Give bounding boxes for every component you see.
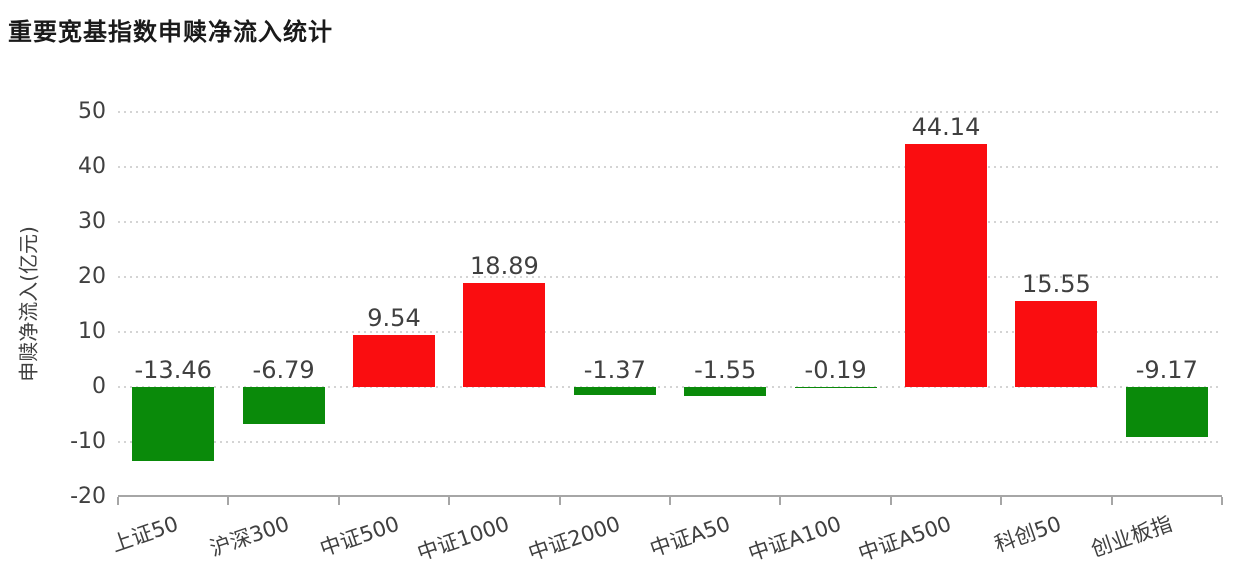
bar (1125, 387, 1208, 438)
x-category-label-text: 中证500 (316, 511, 403, 562)
bar (353, 334, 435, 387)
x-category-label: 上证50 (108, 507, 182, 557)
bar (684, 387, 767, 396)
x-axis-tick (779, 497, 782, 505)
value-label: 18.89 (470, 252, 539, 281)
x-category-label: 创业板指 (1087, 507, 1175, 562)
x-axis-tick (337, 497, 340, 505)
x-category-label: 沪深300 (206, 507, 291, 561)
y-tick-label: -20 (70, 484, 106, 509)
y-tick-label: -10 (70, 429, 106, 454)
x-category-label-text: 上证50 (108, 511, 182, 557)
x-category-label-text: 中证1000 (414, 511, 513, 564)
x-category-label: 中证A50 (646, 507, 733, 562)
gridline (118, 386, 1222, 388)
bar (463, 283, 546, 387)
x-category-label: 中证A500 (854, 507, 954, 564)
x-axis-tick (227, 497, 230, 505)
value-label: 15.55 (1022, 270, 1091, 299)
value-label: -9.17 (1135, 356, 1198, 384)
x-axis-tick (117, 497, 119, 505)
value-label: -13.46 (134, 356, 212, 384)
x-axis-tick (669, 497, 671, 505)
x-category-label: 中证A100 (743, 507, 844, 564)
x-axis-tick (1110, 497, 1113, 505)
bar (905, 144, 987, 387)
value-label: 44.14 (911, 113, 981, 142)
x-category-label-text: 沪深300 (206, 511, 292, 562)
x-category-label: 中证2000 (523, 507, 623, 564)
x-category-label-text: 中证A500 (855, 511, 955, 564)
bar (132, 387, 215, 462)
x-category-label: 科创50 (992, 507, 1065, 557)
gridline (118, 221, 1222, 223)
y-tick-label: 0 (92, 374, 106, 399)
x-axis-line (118, 495, 1222, 497)
gridline (118, 441, 1222, 443)
y-tick-label: 30 (78, 209, 106, 234)
x-category-label: 中证500 (316, 507, 402, 561)
x-axis-tick (1000, 497, 1003, 505)
chart-title: 重要宽基指数申赎净流入统计 (8, 18, 333, 46)
x-category-label-text: 创业板指 (1087, 511, 1176, 562)
x-category-label-text: 中证A50 (647, 511, 734, 562)
x-axis-tick (1221, 497, 1223, 505)
gridline (118, 276, 1222, 278)
bar (573, 387, 656, 395)
value-label: 9.54 (367, 303, 421, 332)
x-axis-tick (889, 497, 892, 505)
gridline (118, 111, 1222, 113)
x-category-label-text: 中证A100 (744, 511, 844, 564)
x-axis-tick (558, 497, 561, 505)
x-axis-tick (448, 497, 451, 505)
value-label: -1.37 (583, 356, 646, 384)
y-tick-label: 50 (78, 99, 106, 124)
y-axis-title: 申赎净流入(亿元) (16, 226, 41, 382)
x-category-label-text: 科创50 (991, 511, 1065, 557)
bar (242, 387, 325, 425)
x-category-label-text: 中证2000 (524, 511, 624, 564)
x-category-label: 中证1000 (413, 507, 513, 564)
bar (1015, 301, 1098, 387)
y-tick-label: 40 (78, 154, 106, 179)
value-label: -6.79 (252, 356, 315, 384)
value-label: -1.55 (694, 356, 757, 384)
gridline (118, 331, 1222, 333)
bar (794, 387, 877, 389)
value-label: -0.19 (804, 356, 867, 384)
y-tick-label: 10 (78, 319, 106, 344)
y-tick-label: 20 (78, 264, 106, 289)
gridline (118, 166, 1222, 168)
